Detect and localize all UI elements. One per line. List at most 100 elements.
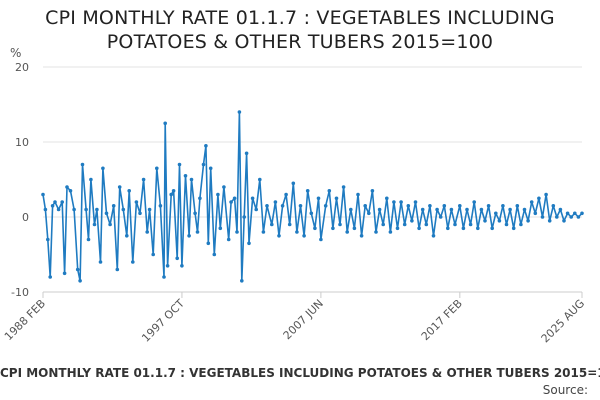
data-point xyxy=(494,211,498,216)
data-point xyxy=(295,230,299,234)
data-point xyxy=(158,204,163,208)
data-point xyxy=(204,144,208,148)
data-point xyxy=(53,200,57,204)
data-point xyxy=(413,200,418,204)
data-point xyxy=(406,204,411,208)
chart-title: CPI MONTHLY RATE 01.1.7 : VEGETABLES INC… xyxy=(0,6,600,54)
data-point xyxy=(334,196,339,201)
y-tick-label: 20 xyxy=(15,61,29,74)
data-point xyxy=(216,192,220,197)
data-point xyxy=(89,177,93,182)
data-point xyxy=(519,222,523,227)
y-axis-label: % xyxy=(10,46,21,60)
data-point xyxy=(284,192,288,197)
data-point xyxy=(508,207,512,212)
data-point xyxy=(134,200,139,204)
data-point xyxy=(208,166,213,171)
data-point xyxy=(177,162,182,167)
data-point xyxy=(476,226,480,231)
data-point xyxy=(201,162,206,167)
data-point xyxy=(449,207,454,212)
data-point xyxy=(331,226,335,231)
data-point xyxy=(388,230,393,234)
data-point xyxy=(115,267,120,272)
y-tick-label: 0 xyxy=(22,211,29,224)
data-point xyxy=(316,196,321,201)
data-point xyxy=(163,121,167,126)
data-point xyxy=(50,204,55,208)
data-point xyxy=(92,222,97,227)
data-point xyxy=(169,192,173,197)
footer-caption: CPI MONTHLY RATE 01.1.7 : VEGETABLES INC… xyxy=(0,366,600,380)
data-point xyxy=(265,204,269,208)
data-point xyxy=(472,200,477,204)
data-point xyxy=(363,204,368,208)
data-point xyxy=(356,192,360,197)
data-point xyxy=(226,237,231,242)
data-point xyxy=(461,226,466,231)
data-point xyxy=(206,241,211,246)
data-point xyxy=(125,234,129,238)
data-point xyxy=(247,241,251,246)
data-point xyxy=(46,237,50,242)
data-point xyxy=(446,226,450,231)
data-point xyxy=(515,204,520,208)
data-point xyxy=(131,260,135,264)
data-point xyxy=(60,200,64,204)
data-point xyxy=(298,204,303,208)
data-point xyxy=(399,200,403,204)
data-point xyxy=(533,211,538,216)
data-point xyxy=(261,230,266,234)
data-point xyxy=(98,260,103,264)
data-point xyxy=(319,237,323,242)
data-point xyxy=(41,192,45,197)
data-point xyxy=(242,215,246,219)
data-point xyxy=(385,196,389,201)
data-point xyxy=(232,196,237,201)
data-point xyxy=(165,264,170,268)
data-point xyxy=(62,271,67,276)
data-point xyxy=(75,267,80,272)
data-point xyxy=(486,204,491,208)
data-point xyxy=(323,204,328,208)
data-point xyxy=(108,222,112,227)
data-point xyxy=(222,185,226,189)
data-point xyxy=(522,207,527,212)
data-point xyxy=(402,222,407,227)
data-point xyxy=(381,222,386,227)
data-point xyxy=(145,230,149,234)
data-point xyxy=(352,226,357,231)
data-point xyxy=(569,215,573,219)
chart-title-line-1: CPI MONTHLY RATE 01.1.7 : VEGETABLES INC… xyxy=(45,7,555,29)
data-point xyxy=(101,166,105,171)
data-point xyxy=(424,222,429,227)
data-point xyxy=(555,215,559,219)
data-point xyxy=(410,219,414,223)
data-point xyxy=(254,207,258,212)
data-point xyxy=(377,207,382,212)
data-point xyxy=(171,189,176,193)
data-point xyxy=(526,219,530,223)
data-point xyxy=(420,207,425,212)
data-point xyxy=(195,230,200,234)
x-tick-label: 1997 OCT xyxy=(139,297,187,345)
data-point xyxy=(127,189,131,193)
data-point xyxy=(428,204,432,208)
data-point xyxy=(287,222,292,227)
data-point xyxy=(218,226,223,231)
data-point xyxy=(43,207,48,212)
data-point xyxy=(544,192,548,197)
data-point xyxy=(313,226,317,231)
data-point xyxy=(235,230,239,234)
data-point xyxy=(305,189,310,193)
data-point xyxy=(374,230,378,234)
data-point xyxy=(359,234,364,238)
data-point xyxy=(117,185,122,189)
gridlines xyxy=(43,66,582,293)
data-point xyxy=(291,181,296,186)
data-point xyxy=(547,219,552,223)
data-point xyxy=(417,226,421,231)
data-point xyxy=(349,207,353,212)
data-point xyxy=(465,207,469,212)
series-line xyxy=(42,111,583,282)
